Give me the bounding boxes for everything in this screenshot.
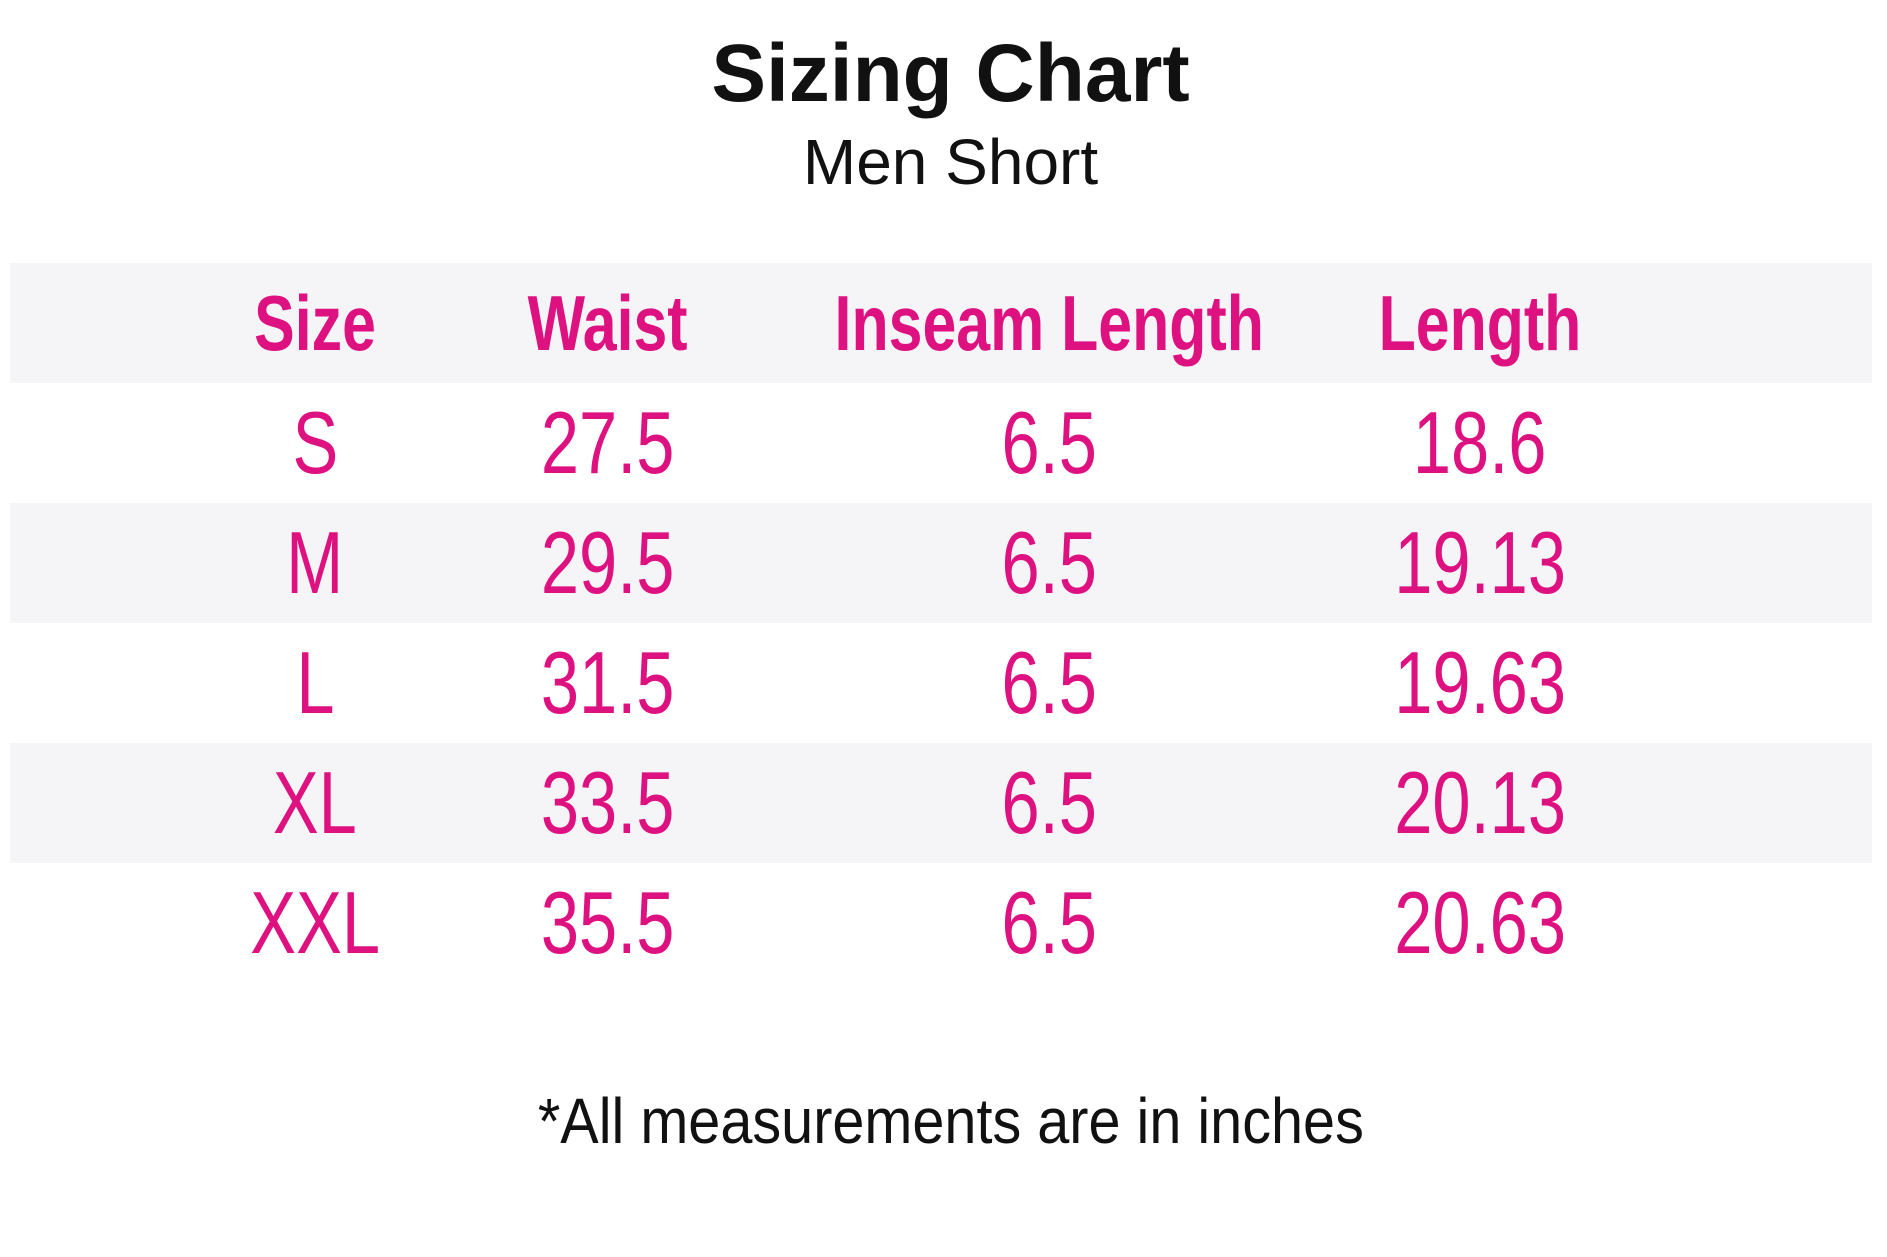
waist-value: 29.5 — [541, 513, 675, 612]
waist-cell: 33.5 — [368, 743, 848, 863]
length-cell: 19.63 — [1240, 623, 1720, 743]
inseam-value: 6.5 — [1001, 393, 1097, 492]
length-value: 20.13 — [1394, 753, 1566, 852]
waist-cell: 27.5 — [368, 383, 848, 503]
header-waist: Waist — [368, 263, 848, 383]
size-value: M — [286, 513, 344, 612]
header-size: Size — [75, 263, 555, 383]
table-row-m: M 29.5 6.5 19.13 — [10, 503, 1872, 623]
inseam-cell: 6.5 — [809, 503, 1289, 623]
header-inseam-length-label: Inseam Length — [834, 279, 1264, 367]
length-value: 19.13 — [1394, 513, 1566, 612]
waist-value: 27.5 — [541, 393, 675, 492]
header-length-label: Length — [1378, 279, 1582, 367]
table-row-xxl: XXL 35.5 6.5 20.63 — [10, 863, 1872, 983]
inseam-cell: 6.5 — [809, 383, 1289, 503]
header-waist-label: Waist — [527, 279, 688, 367]
size-value: XL — [273, 753, 357, 852]
length-cell: 20.13 — [1240, 743, 1720, 863]
length-cell: 18.6 — [1240, 383, 1720, 503]
size-cell: S — [75, 383, 555, 503]
inseam-value: 6.5 — [1001, 753, 1097, 852]
waist-cell: 29.5 — [368, 503, 848, 623]
inseam-cell: 6.5 — [809, 743, 1289, 863]
size-cell: M — [75, 503, 555, 623]
table-row-l: L 31.5 6.5 19.63 — [10, 623, 1872, 743]
length-value: 18.6 — [1413, 393, 1547, 492]
inseam-cell: 6.5 — [809, 863, 1289, 983]
waist-value: 31.5 — [541, 633, 675, 732]
size-cell: XXL — [75, 863, 555, 983]
table-row-s: S 27.5 6.5 18.6 — [10, 383, 1872, 503]
table-header-row: Size Waist Inseam Length Length — [10, 263, 1872, 383]
header-inseam-length: Inseam Length — [809, 263, 1289, 383]
inseam-value: 6.5 — [1001, 513, 1097, 612]
length-value: 19.63 — [1394, 633, 1566, 732]
header-size-label: Size — [254, 279, 376, 367]
size-cell: XL — [75, 743, 555, 863]
header-length: Length — [1240, 263, 1720, 383]
inseam-value: 6.5 — [1001, 633, 1097, 732]
length-value: 20.63 — [1394, 873, 1566, 972]
table-row-xl: XL 33.5 6.5 20.13 — [10, 743, 1872, 863]
size-value: S — [292, 393, 338, 492]
inseam-value: 6.5 — [1001, 873, 1097, 972]
measurements-footnote-text: *All measurements are in inches — [537, 1085, 1364, 1157]
measurements-footnote: *All measurements are in inches — [14, 1089, 1887, 1153]
subtitle: Men Short — [802, 126, 1099, 198]
inseam-cell: 6.5 — [809, 623, 1289, 743]
page-title: Sizing Chart — [711, 28, 1190, 119]
size-cell: L — [75, 623, 555, 743]
waist-value: 35.5 — [541, 873, 675, 972]
length-cell: 20.63 — [1240, 863, 1720, 983]
waist-cell: 31.5 — [368, 623, 848, 743]
waist-cell: 35.5 — [368, 863, 848, 983]
size-value: XXL — [250, 873, 380, 972]
size-value: L — [295, 633, 335, 732]
length-cell: 19.13 — [1240, 503, 1720, 623]
waist-value: 33.5 — [541, 753, 675, 852]
